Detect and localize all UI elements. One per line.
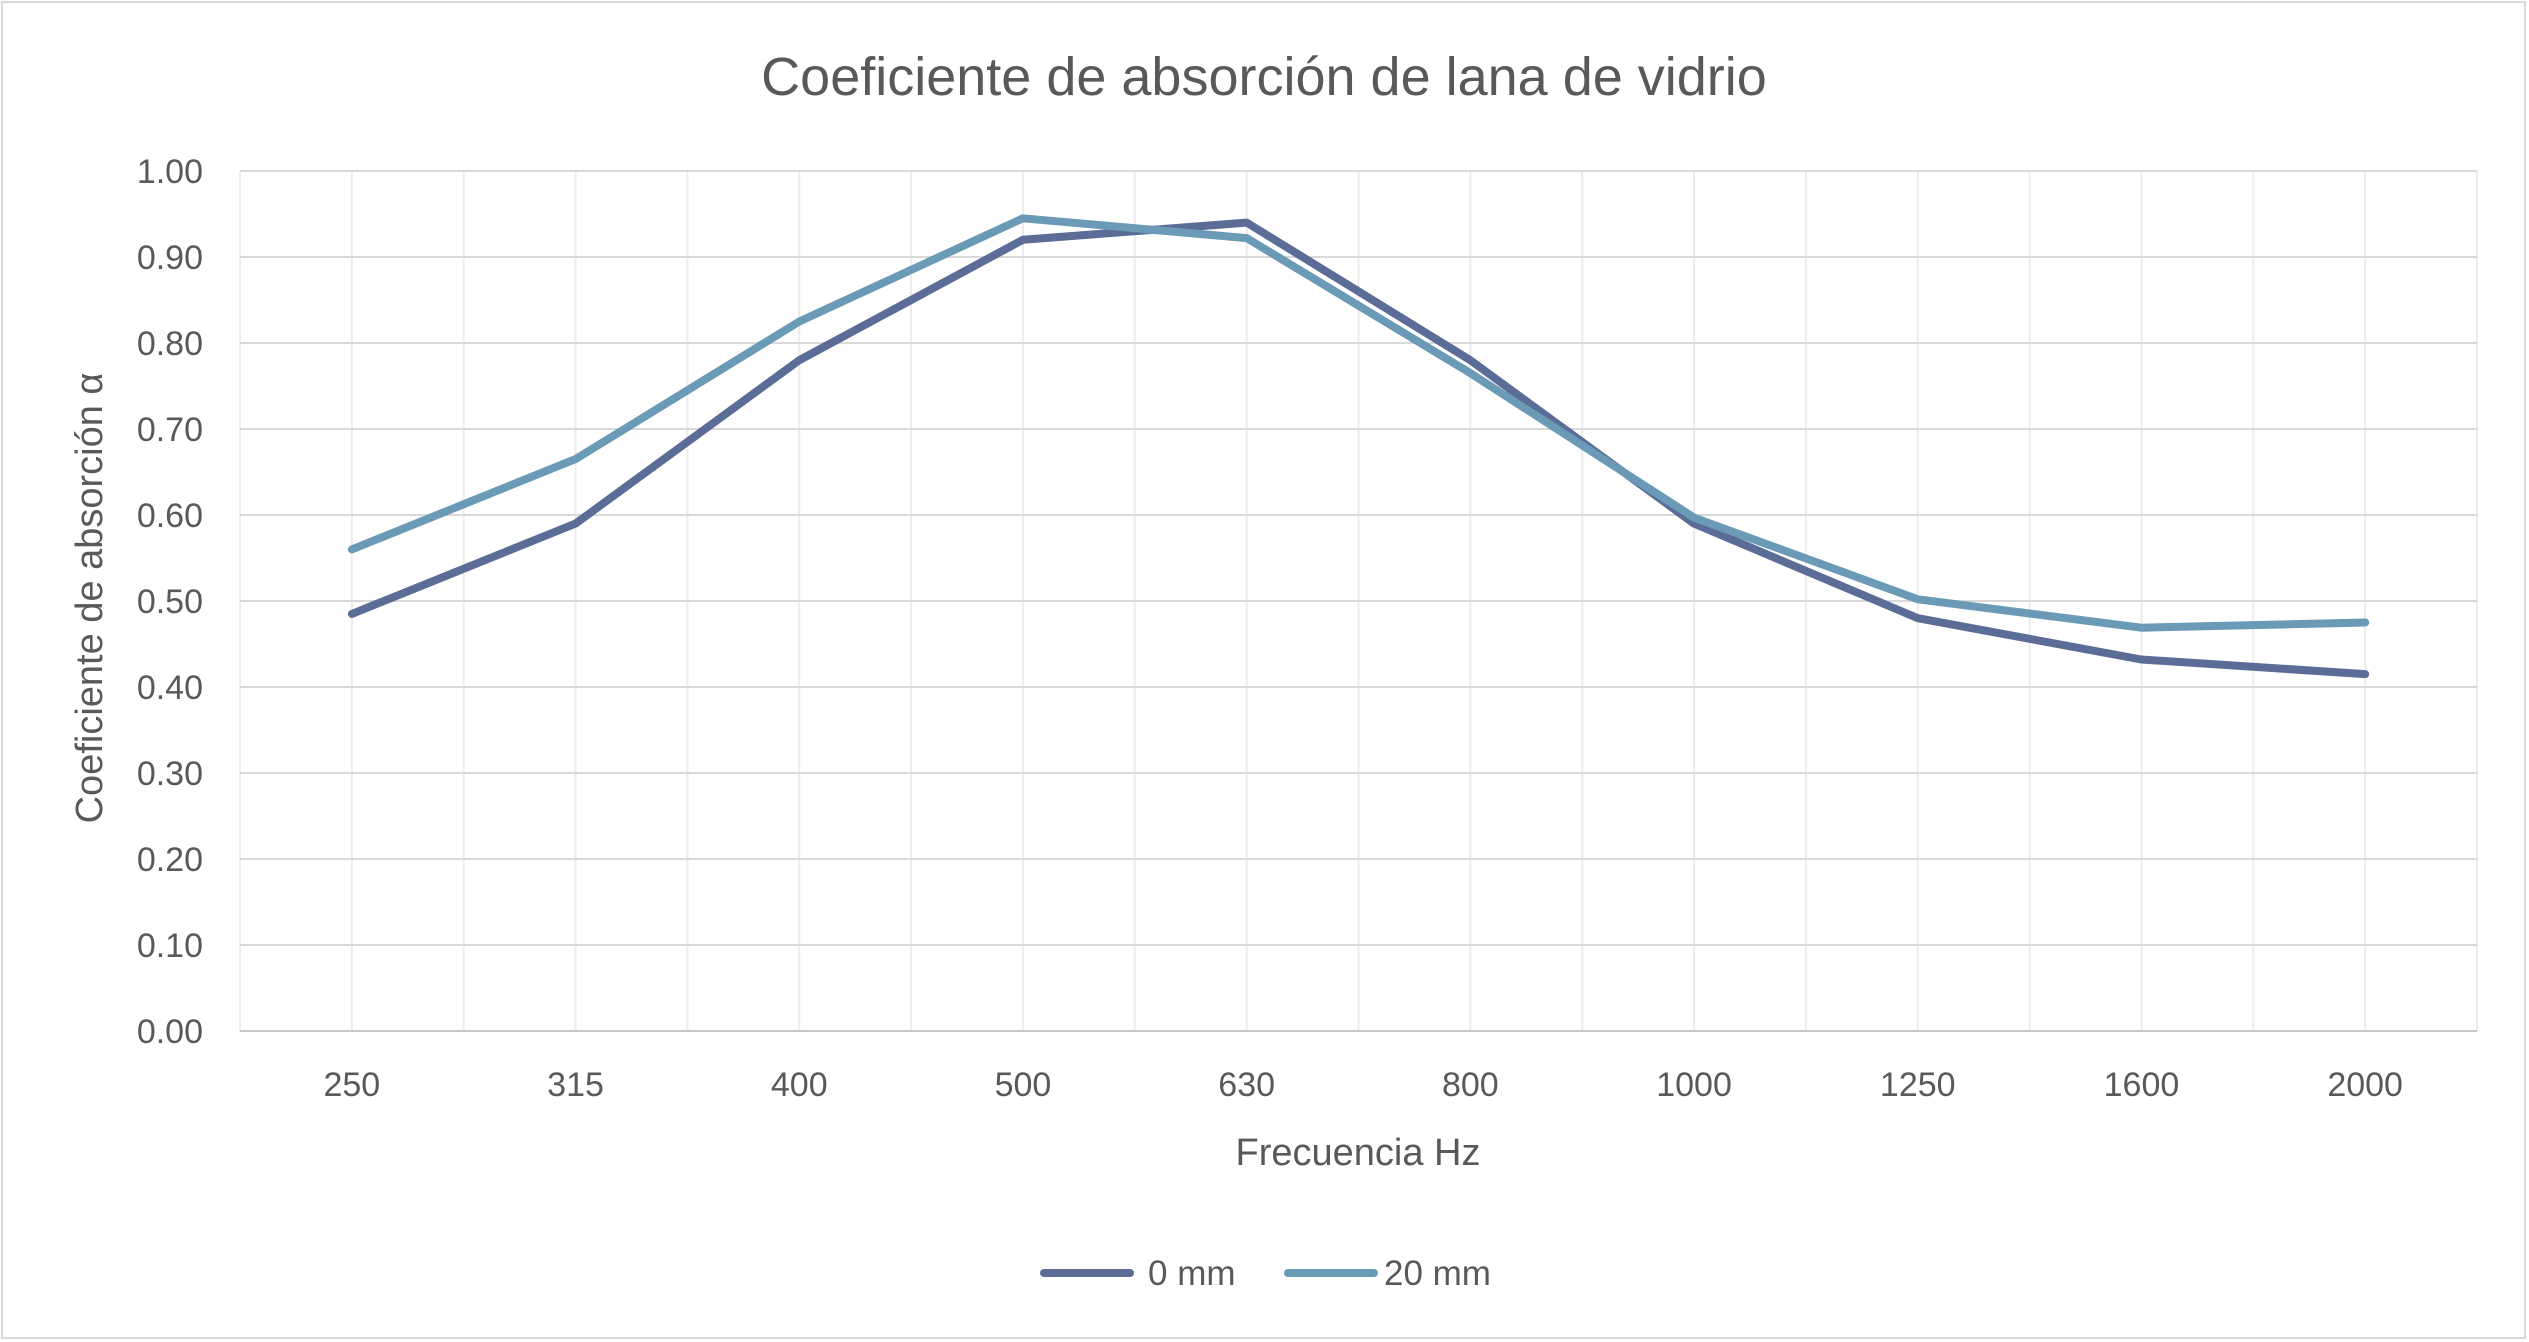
legend-item: 20 mm (1284, 1254, 1491, 1293)
series-line (347, 218, 2370, 679)
grid (239, 170, 2478, 1032)
y-tick-label: 1.00 (137, 153, 203, 191)
legend-label: 0 mm (1148, 1254, 1236, 1293)
x-tick-label: 1000 (1656, 1066, 1732, 1104)
chart-title: Coeficiente de absorción de lana de vidr… (761, 47, 1767, 107)
y-tick-label: 0.00 (137, 1013, 203, 1051)
x-tick-label: 400 (771, 1066, 828, 1104)
series-lines (347, 214, 2370, 679)
x-tick-label: 315 (547, 1066, 604, 1104)
x-tick-label: 2000 (2327, 1066, 2403, 1104)
y-tick-label: 0.40 (137, 669, 203, 707)
y-tick-label: 0.50 (137, 583, 203, 621)
x-tick-label: 800 (1442, 1066, 1499, 1104)
x-tick-label: 1600 (2104, 1066, 2180, 1104)
x-tick-label: 1250 (1880, 1066, 1956, 1104)
y-tick-label: 0.80 (137, 325, 203, 363)
y-tick-label: 0.20 (137, 841, 203, 879)
y-tick-label: 0.60 (137, 497, 203, 535)
y-tick-label: 0.10 (137, 927, 203, 965)
legend-label: 20 mm (1384, 1254, 1491, 1293)
x-axis-ticks: 250 315 400 500 630 800 1000 1250 1600 2000 (323, 1066, 2402, 1104)
x-axis-title: Frecuencia Hz (1236, 1132, 1481, 1174)
x-tick-label: 500 (995, 1066, 1052, 1104)
legend: 0 mm 20 mm (1040, 1254, 1491, 1293)
legend-item: 0 mm (1040, 1254, 1236, 1293)
x-tick-label: 630 (1218, 1066, 1275, 1104)
x-tick-label: 250 (323, 1066, 380, 1104)
y-axis-ticks: 0.00 0.10 0.20 0.30 0.40 0.50 0.60 0.70 0.80 0.90… (137, 153, 203, 1051)
y-tick-label: 0.90 (137, 239, 203, 277)
y-axis-title: Coeficiente de absorción α (69, 373, 111, 824)
y-tick-label: 0.30 (137, 755, 203, 793)
series-line (347, 214, 2370, 632)
y-tick-label: 0.70 (137, 411, 203, 449)
